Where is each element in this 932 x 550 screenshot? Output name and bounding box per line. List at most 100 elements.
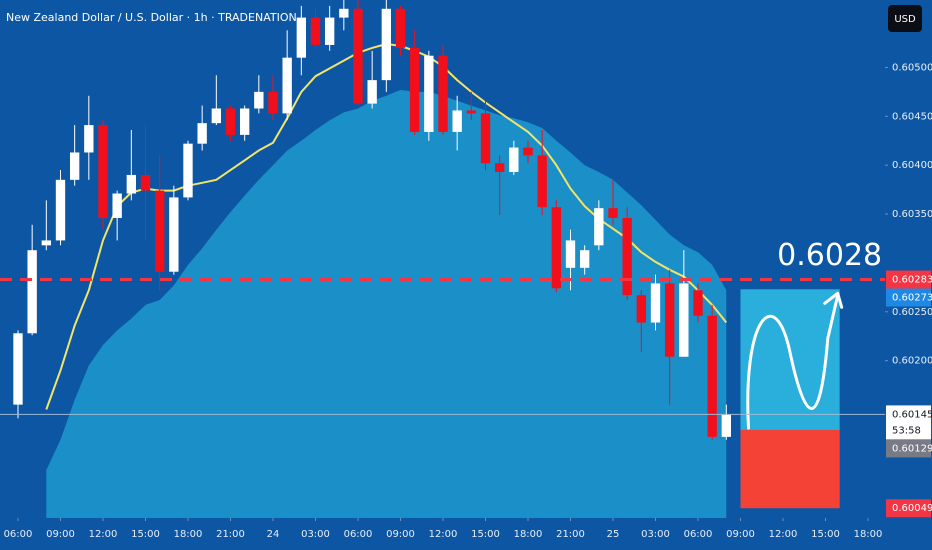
candle-body [650,283,661,323]
countdown: 53:58 [892,425,921,436]
y-tick-label: 0.60500 [892,62,932,73]
x-tick-label: 21:00 [556,529,585,540]
price-tag-label: 0.60145 [892,409,932,420]
x-tick-label: 12:00 [769,529,798,540]
x-tick-label: 24 [267,529,280,540]
x-tick-label: 12:00 [429,529,458,540]
candle-body [480,113,491,164]
candle-body [296,17,307,58]
candle-body [310,17,321,45]
candle-body [551,207,562,289]
stop-zone [740,430,840,509]
candle-body [679,283,689,357]
candle-body [225,108,236,135]
candle-body [197,123,207,144]
x-tick-label: 25 [607,529,620,540]
candle-body [395,8,406,48]
candle-body [254,91,264,109]
x-tick-label: 18:00 [174,529,203,540]
x-tick-label: 09:00 [386,529,415,540]
candle-body [707,315,717,437]
candle-body [353,8,363,104]
band-area [46,89,727,519]
candle-body [565,240,576,268]
candle-body [13,333,23,405]
candle-body [27,250,37,334]
x-tick-label: 06:00 [344,529,373,540]
candle-body [494,163,505,173]
candle-body [438,55,448,132]
candle-body [239,108,250,135]
candle-body [339,8,349,18]
currency-label[interactable]: USD [894,14,916,25]
x-tick-label: 03:00 [641,529,670,540]
plot-area: 0.6028 [0,0,885,519]
candle-body [112,193,122,218]
x-tick-label: 18:00 [514,529,543,540]
candle-body [523,147,533,156]
candle-body [55,179,66,241]
y-tick-label: 0.60400 [892,160,932,171]
x-tick-label: 12:00 [89,529,118,540]
price-tag-label: 0.60049 [892,503,932,514]
candle-body [594,208,604,246]
candle-body [693,290,703,316]
x-tick-label: 06:00 [4,529,33,540]
candle-body [154,190,165,272]
candle-body [41,240,52,246]
x-tick-label: 18:00 [854,529,883,540]
x-tick-label: 06:00 [684,529,713,540]
annotation: 0.6028 [777,238,882,273]
price-tag [886,405,931,440]
candle-body [324,17,335,45]
price-tag-label: 0.60273 [892,293,932,304]
x-tick-label: 09:00 [46,529,75,540]
candle-body [381,8,392,81]
candle-body [622,217,632,296]
candle-body [537,155,547,208]
price-tag [886,499,931,518]
candle-body [452,110,462,132]
time-axis [0,518,885,550]
candle-body [126,174,137,194]
currency-button[interactable] [888,5,922,32]
candle-body [466,110,477,114]
candle-body [282,57,292,114]
candle-body [98,125,108,218]
candle-body [183,143,193,198]
candle-body [69,152,80,180]
candle-body [84,125,94,153]
candle-body [579,250,590,268]
candle-body [424,55,434,132]
y-tick-label: 0.60250 [892,307,932,318]
x-tick-label: 03:00 [301,529,330,540]
x-tick-label: 09:00 [726,529,755,540]
x-tick-label: 15:00 [811,529,840,540]
price-tag-label: 0.60129 [892,443,932,454]
price-tag [886,270,931,289]
y-tick-label: 0.60350 [892,209,932,220]
candle-body [608,208,618,218]
candle-body [409,47,420,132]
price-tag [886,439,931,458]
candle-body [664,283,675,357]
y-tick-label: 0.60450 [892,111,932,122]
price-tag-label: 0.60283 [892,275,932,286]
x-tick-label: 15:00 [131,529,160,540]
chart-title: New Zealand Dollar / U.S. Dollar · 1h · … [6,11,297,24]
candle-body [636,295,647,323]
y-tick-label: 0.60200 [892,356,932,367]
candle-body [367,80,377,104]
candle-body [268,91,278,114]
candle-body [140,174,151,191]
forecast-curve [746,293,840,430]
x-tick-label: 15:00 [471,529,500,540]
candle-body [509,147,519,173]
price-tag [886,288,931,307]
candle-body [211,108,222,124]
candle-body [169,197,179,272]
forecast-arrow [823,291,844,309]
x-tick-label: 21:00 [216,529,245,540]
candle-body [721,414,732,437]
